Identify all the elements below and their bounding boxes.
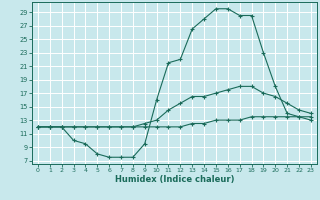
X-axis label: Humidex (Indice chaleur): Humidex (Indice chaleur)	[115, 175, 234, 184]
